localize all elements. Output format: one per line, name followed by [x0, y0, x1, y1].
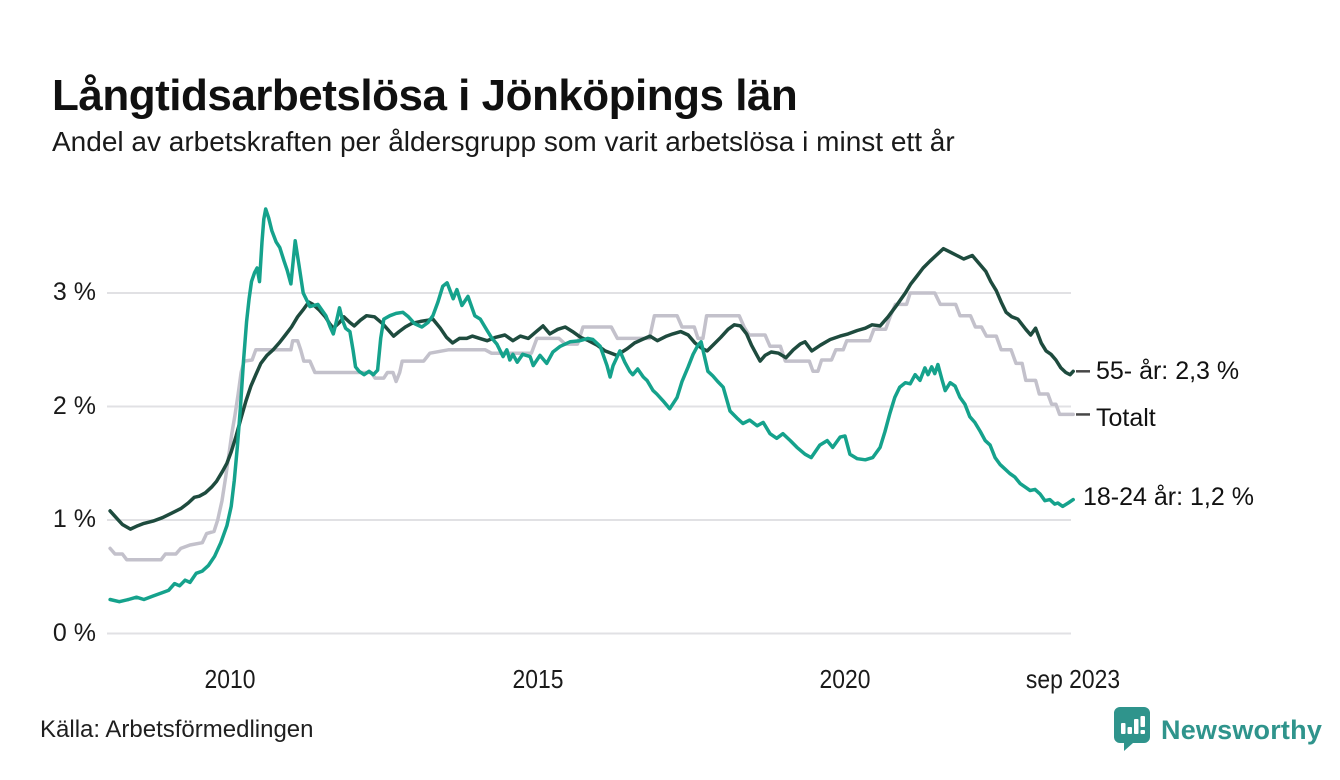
- series-line-18-24 år: [108, 207, 1075, 604]
- series-line-Totalt: [108, 291, 1075, 562]
- page-title: Långtidsarbetslösa i Jönköpings län: [52, 71, 798, 121]
- series-label-55-ar: 55- år: 2,3 %: [1096, 357, 1240, 385]
- brand-name: Newsworthy: [1161, 715, 1323, 745]
- series-label-totalt: Totalt: [1096, 404, 1156, 432]
- x-axis-tick-label: 2015: [512, 664, 563, 694]
- series-line-55- år: [108, 246, 1075, 531]
- newsworthy-chart-bubble-icon: [1112, 705, 1152, 756]
- y-axis-tick-label: 1 %: [52, 505, 96, 533]
- y-axis-tick-label: 0 %: [52, 618, 96, 647]
- source-note: Källa: Arbetsförmedlingen: [40, 716, 314, 743]
- x-axis-tick-label: 2020: [819, 664, 871, 694]
- x-axis-tick-label: 2010: [204, 664, 256, 694]
- chart-subtitle: Andel av arbetskraften per åldersgrupp s…: [52, 126, 955, 157]
- y-axis-tick-label: 3 %: [52, 278, 96, 306]
- x-axis-tick-label: sep 2023: [1026, 664, 1121, 694]
- y-axis-tick-label: 2 %: [52, 391, 96, 420]
- series-label-18-24-ar: 18-24 år: 1,2 %: [1083, 483, 1254, 511]
- newsworthy-brand: Newsworthy: [1112, 705, 1322, 756]
